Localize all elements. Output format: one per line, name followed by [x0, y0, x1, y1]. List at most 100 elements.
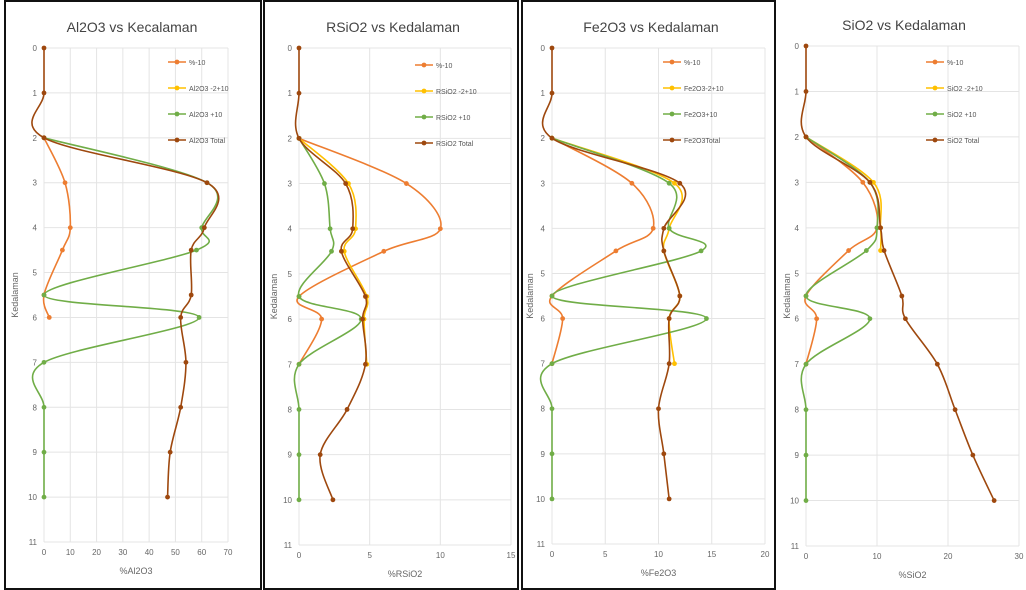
- data-point: [178, 404, 184, 410]
- data-point: [549, 90, 555, 96]
- data-point: [46, 315, 52, 320]
- data-point: [803, 43, 809, 49]
- series-line: [805, 136, 883, 251]
- data-point: [677, 293, 683, 299]
- legend-swatch-marker: [669, 111, 675, 117]
- data-point: [803, 293, 809, 299]
- data-point: [41, 90, 47, 96]
- data-point: [934, 361, 940, 367]
- y-tick-label: 8: [541, 405, 546, 414]
- data-point: [666, 180, 672, 186]
- data-point: [698, 248, 704, 254]
- data-point: [650, 225, 656, 231]
- data-point: [360, 316, 365, 322]
- y-tick-label: 7: [33, 358, 38, 367]
- y-tick-label: 4: [541, 224, 546, 233]
- data-point: [188, 247, 194, 253]
- legend-swatch-marker: [174, 85, 180, 91]
- x-tick-label: 5: [603, 550, 608, 559]
- data-point: [672, 361, 677, 367]
- x-tick-label: 60: [197, 548, 206, 557]
- data-point: [549, 45, 555, 51]
- y-tick-label: 2: [288, 134, 293, 143]
- data-point: [846, 248, 851, 253]
- y-tick-label: 8: [288, 405, 293, 414]
- data-point: [196, 315, 202, 320]
- legend-swatch-marker: [421, 88, 427, 94]
- series-l: [293, 135, 364, 503]
- y-tick-label: 4: [33, 224, 38, 233]
- data-point: [661, 248, 667, 254]
- data-point: [296, 497, 302, 503]
- y-tick-label: 9: [33, 448, 38, 457]
- y-tick-label: 5: [795, 269, 800, 278]
- series-line: [549, 137, 655, 364]
- legend-swatch-marker: [669, 85, 675, 91]
- data-point: [666, 361, 672, 367]
- data-point: [343, 181, 349, 186]
- y-tick-label: 3: [33, 179, 38, 188]
- y-tick-label: 8: [33, 403, 38, 412]
- series-line: [293, 137, 362, 500]
- y-axis-label: Kedalaman: [525, 273, 535, 319]
- x-tick-label: 10: [873, 552, 882, 561]
- data-point: [666, 225, 672, 231]
- grid: [298, 47, 512, 546]
- x-tick-label: 20: [944, 552, 953, 561]
- y-axis-label: Kedalaman: [269, 274, 279, 320]
- data-point: [867, 179, 873, 185]
- series-t: [541, 45, 687, 502]
- data-point: [803, 361, 809, 367]
- data-point: [549, 496, 555, 502]
- legend-label: Al2O3 Total: [189, 138, 226, 145]
- series-m: [803, 134, 883, 253]
- data-point: [803, 89, 809, 94]
- legend: %-10 Al2O3 -2+10 Al2O3 +10 Al2O3 Total: [168, 59, 229, 145]
- y-tick-label: 10: [283, 496, 292, 505]
- legend-swatch-marker: [669, 137, 675, 143]
- legend-swatch-marker: [669, 59, 675, 65]
- data-point: [41, 449, 47, 455]
- y-tick-label: 6: [33, 313, 38, 322]
- y-axis-label: Kedalaman: [782, 273, 792, 319]
- legend: %-10 RSiO2 -2+10 RSiO2 +10 RSiO2 Total: [415, 62, 477, 148]
- data-point: [867, 316, 873, 322]
- y-tick-label: 2: [33, 134, 38, 143]
- data-point: [881, 248, 887, 253]
- x-tick-label: 20: [761, 550, 770, 559]
- data-point: [165, 494, 170, 500]
- data-point: [666, 316, 672, 321]
- legend-swatch-marker: [932, 137, 938, 143]
- x-tick-label: 15: [507, 551, 516, 560]
- data-point: [194, 247, 199, 253]
- legend-label: %-10: [436, 63, 452, 70]
- data-point: [381, 248, 387, 254]
- data-point: [296, 294, 302, 299]
- y-tick-label: 2: [795, 133, 800, 142]
- y-tick-label: 9: [288, 451, 293, 460]
- y-tick-label: 4: [795, 224, 800, 233]
- data-point: [41, 404, 47, 410]
- data-point: [363, 361, 368, 367]
- data-point: [613, 248, 619, 254]
- y-tick-label: 5: [33, 269, 38, 278]
- legend-label: %-10: [947, 60, 963, 67]
- legend-label: RSiO2 +10: [436, 115, 471, 122]
- x-tick-label: 40: [145, 548, 154, 557]
- sio2-chart: SiO2 vs Kedalaman 0 10 20 30 0 1 2 3 4 5 6 7 8 9 10 11 %S…: [782, 17, 1024, 580]
- data-point: [327, 226, 333, 232]
- legend-swatch-marker: [421, 62, 427, 68]
- y-tick-label: 9: [541, 450, 546, 459]
- x-axis-label: %Fe2O3: [641, 568, 677, 578]
- x-tick-label: 10: [436, 551, 445, 560]
- chart-title: SiO2 vs Kedalaman: [842, 17, 966, 33]
- grid: [43, 47, 229, 543]
- legend-label: Fe2O3+10: [684, 112, 717, 119]
- y-tick-label: 11: [537, 540, 546, 549]
- y-tick-label: 1: [288, 89, 293, 98]
- data-point: [991, 498, 997, 503]
- data-point: [67, 225, 73, 231]
- legend: %-10 SiO2 -2+10 SiO2 +10 SiO2 Total: [926, 59, 983, 145]
- data-point: [167, 449, 173, 455]
